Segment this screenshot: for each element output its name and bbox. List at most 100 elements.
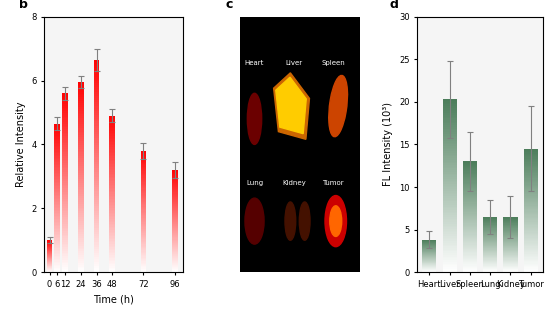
Bar xyxy=(94,198,100,200)
Bar xyxy=(54,183,60,185)
Bar xyxy=(524,192,538,193)
Bar xyxy=(54,134,60,135)
Bar xyxy=(109,227,115,228)
Bar xyxy=(463,242,477,243)
Bar xyxy=(94,147,100,149)
Bar xyxy=(524,270,538,271)
Bar xyxy=(94,242,100,245)
Bar xyxy=(54,213,60,214)
Bar xyxy=(504,260,517,261)
Bar xyxy=(62,161,68,163)
Bar xyxy=(62,145,68,147)
Bar xyxy=(54,242,60,244)
Bar xyxy=(141,253,146,254)
Bar xyxy=(54,259,60,260)
Bar xyxy=(443,189,456,191)
Bar xyxy=(443,113,456,115)
Bar xyxy=(524,157,538,159)
Bar xyxy=(504,262,517,263)
Bar xyxy=(463,230,477,231)
Bar xyxy=(78,230,84,232)
Bar xyxy=(94,117,100,119)
Bar xyxy=(524,166,538,167)
Bar xyxy=(504,236,517,237)
Bar xyxy=(524,212,538,213)
Bar xyxy=(54,260,60,262)
Bar xyxy=(109,170,115,172)
Bar xyxy=(172,187,178,188)
Bar xyxy=(483,268,497,269)
Bar xyxy=(62,263,68,265)
Bar xyxy=(524,241,538,243)
Bar xyxy=(109,203,115,205)
Bar xyxy=(62,124,68,125)
Bar xyxy=(62,110,68,111)
Bar xyxy=(443,207,456,208)
Bar xyxy=(172,208,178,209)
Bar xyxy=(141,214,146,215)
Bar xyxy=(463,231,477,232)
Bar xyxy=(504,243,517,244)
Bar xyxy=(141,217,146,219)
Bar xyxy=(78,103,84,105)
Bar xyxy=(483,227,497,228)
Bar xyxy=(78,115,84,116)
Bar xyxy=(54,143,60,144)
Bar xyxy=(109,236,115,238)
Bar xyxy=(524,178,538,180)
Bar xyxy=(524,236,538,238)
Bar xyxy=(54,159,60,161)
Bar xyxy=(62,122,68,124)
Bar xyxy=(141,242,146,243)
Bar xyxy=(504,257,517,258)
Bar xyxy=(463,265,477,266)
Bar xyxy=(94,181,100,183)
Bar xyxy=(109,134,115,136)
Bar xyxy=(524,261,538,262)
Bar xyxy=(62,226,68,227)
Bar xyxy=(141,254,146,255)
Bar xyxy=(62,204,68,206)
Bar xyxy=(504,252,517,253)
Bar xyxy=(172,192,178,193)
Bar xyxy=(94,207,100,208)
Bar xyxy=(62,111,68,113)
Bar xyxy=(141,163,146,164)
Bar xyxy=(141,227,146,228)
Bar xyxy=(94,140,100,143)
Bar xyxy=(504,218,517,219)
Bar xyxy=(504,231,517,232)
Bar xyxy=(463,212,477,213)
Bar xyxy=(483,219,497,220)
Bar xyxy=(172,253,178,254)
Bar xyxy=(141,180,146,181)
Bar xyxy=(109,263,115,264)
Bar xyxy=(109,163,115,164)
Bar xyxy=(524,150,538,151)
Bar xyxy=(141,265,146,266)
Bar xyxy=(109,216,115,217)
Bar xyxy=(463,235,477,236)
Bar xyxy=(109,137,115,139)
Bar xyxy=(62,208,68,209)
Bar xyxy=(54,235,60,237)
Bar xyxy=(443,246,456,248)
Bar xyxy=(504,269,517,270)
Bar xyxy=(94,208,100,210)
Bar xyxy=(78,92,84,94)
Bar xyxy=(172,225,178,226)
Bar xyxy=(109,117,115,119)
Bar xyxy=(524,215,538,217)
Bar xyxy=(463,252,477,253)
Bar xyxy=(94,234,100,236)
Bar xyxy=(463,193,477,194)
Bar xyxy=(172,209,178,210)
Bar xyxy=(504,256,517,257)
Bar xyxy=(463,187,477,188)
Bar xyxy=(504,234,517,235)
Bar xyxy=(62,183,68,185)
Bar xyxy=(62,177,68,179)
Bar xyxy=(443,99,456,101)
Bar xyxy=(109,247,115,249)
Bar xyxy=(504,230,517,231)
